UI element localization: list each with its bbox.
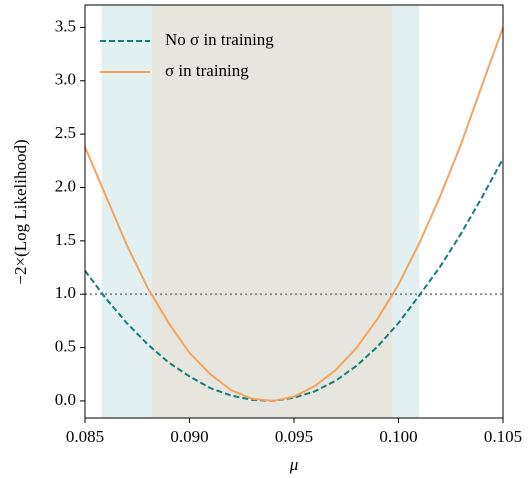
y-tick-label: 0.0: [55, 390, 76, 409]
x-tick-label: 0.100: [379, 427, 417, 446]
x-tick-label: 0.090: [170, 427, 208, 446]
band: [151, 5, 393, 418]
legend-label: σ in training: [165, 61, 249, 80]
y-axis-label: −2×(Log Likelihood): [11, 139, 30, 284]
x-tick-label: 0.105: [484, 427, 522, 446]
x-tick-label: 0.095: [275, 427, 313, 446]
y-tick-label: 0.5: [55, 336, 76, 355]
y-tick-label: 2.0: [55, 176, 76, 195]
series-line: [84, 27, 504, 402]
x-axis-label: μ: [289, 455, 299, 474]
x-tick-label: 0.085: [66, 427, 104, 446]
y-tick-label: 2.5: [55, 123, 76, 142]
y-tick-label: 1.0: [55, 283, 76, 302]
y-tick-label: 3.5: [55, 16, 76, 35]
y-tick-label: 3.0: [55, 70, 76, 89]
y-tick-label: 1.5: [55, 230, 76, 249]
legend-label: No σ in training: [165, 30, 274, 49]
